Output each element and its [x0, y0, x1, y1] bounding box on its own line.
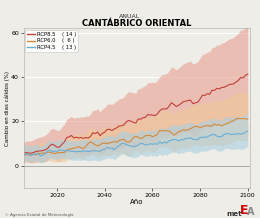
Text: met: met — [226, 211, 242, 217]
Y-axis label: Cambio en dias cálidos (%): Cambio en dias cálidos (%) — [4, 71, 10, 146]
Legend: RCP8.5    ( 14 ), RCP6.0    (  6 ), RCP4.5    ( 13 ): RCP8.5 ( 14 ), RCP6.0 ( 6 ), RCP4.5 ( 13… — [25, 30, 78, 52]
Title: CANTÁBRICO ORIENTAL: CANTÁBRICO ORIENTAL — [82, 19, 192, 28]
Text: © Agencia Estatal de Meteorología: © Agencia Estatal de Meteorología — [5, 213, 74, 217]
Text: A: A — [247, 207, 255, 217]
Text: ANUAL: ANUAL — [119, 14, 141, 19]
X-axis label: Año: Año — [130, 199, 144, 205]
Text: E: E — [240, 204, 248, 217]
